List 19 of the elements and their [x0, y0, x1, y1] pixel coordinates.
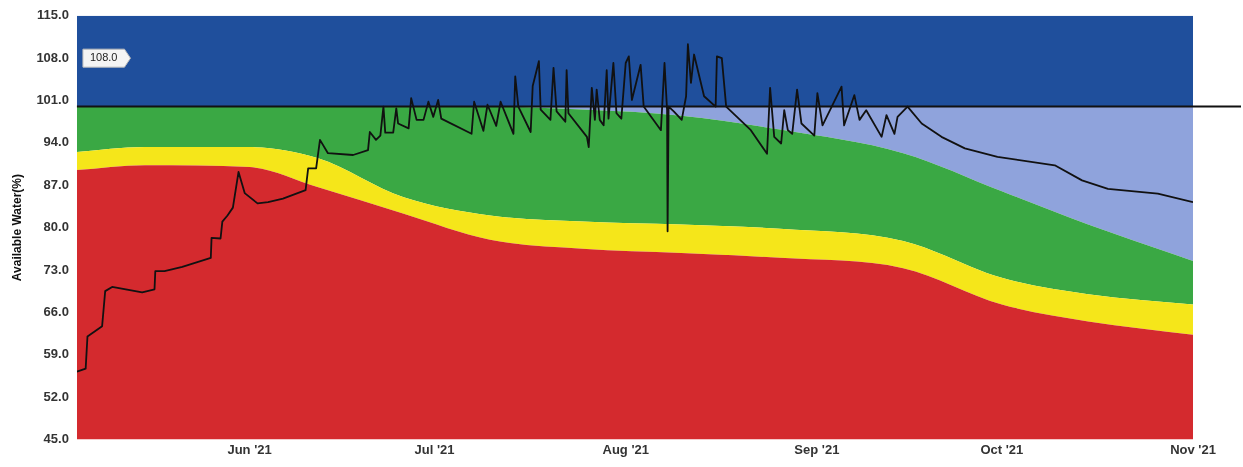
y-tick-label: 87.0: [43, 176, 69, 192]
y-tick-label: 108.0: [36, 49, 69, 65]
x-tick-label: Nov '21: [1170, 441, 1216, 457]
y-tick-label: 45.0: [43, 430, 69, 446]
x-tick-label: Oct '21: [980, 441, 1024, 457]
annotation: 108.0: [89, 51, 118, 64]
y-tick-label: 52.0: [43, 388, 69, 404]
y-tick-label: 66.0: [43, 303, 69, 319]
x-tick-label: Aug '21: [602, 441, 649, 457]
y-tick-label: 59.0: [43, 346, 69, 362]
x-tick-label: Sep '21: [794, 441, 840, 457]
y-tick-label: 73.0: [43, 261, 69, 277]
y-axis-title: Available Water(%): [9, 174, 24, 282]
y-tick-label: 80.0: [43, 219, 69, 235]
y-tick-label: 101.0: [36, 92, 69, 108]
y-tick-label: 115.0: [37, 7, 69, 23]
x-tick-label: Jun '21: [227, 441, 272, 457]
y-tick-label: 94.0: [43, 134, 69, 150]
x-tick-label: Jul '21: [414, 441, 455, 457]
